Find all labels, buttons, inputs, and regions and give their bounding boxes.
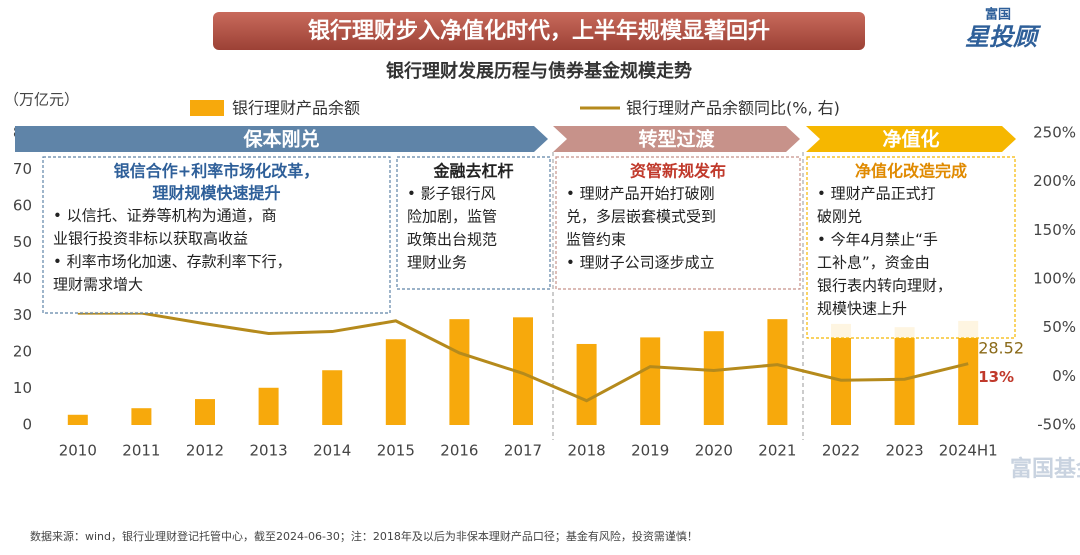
annotation-text: 破刚兑: [817, 208, 862, 226]
phase-label: 转型过渡: [638, 128, 715, 151]
data-label: 13%: [978, 368, 1014, 386]
bar: [195, 399, 215, 425]
y-tick-label: 0: [22, 416, 32, 434]
annotation-title: 金融去杠杆: [432, 162, 513, 181]
y2-tick-label: 150%: [1033, 221, 1076, 239]
bar: [67, 414, 88, 425]
x-tick-label: 2010: [59, 442, 97, 460]
annotation-text: 业银行投资非标以获取高收益: [53, 230, 248, 248]
y-tick-label: 20: [13, 343, 32, 361]
phase-arrow: [553, 126, 800, 152]
phase-label: 净值化: [882, 128, 939, 151]
x-tick-label: 2014: [313, 442, 351, 460]
logo-main: 星投顾: [965, 23, 1042, 51]
bar: [703, 331, 724, 425]
bar: [131, 408, 152, 425]
phase-label: 保本刚兑: [242, 128, 319, 151]
annotation-title: 净值化改造完成: [855, 162, 967, 181]
annotation-text: 理财业务: [407, 254, 467, 272]
y-tick-label: 40: [13, 270, 32, 288]
annotation-box: [42, 156, 391, 314]
annotation-title: 理财规模快速提升: [152, 184, 280, 203]
y-tick-label: 50: [13, 233, 32, 251]
y2-tick-label: 100%: [1033, 270, 1076, 288]
title-banner: [213, 12, 865, 50]
annotation-text: • 理财子公司逐步成立: [566, 254, 715, 272]
legend-swatch: [190, 100, 224, 116]
chart-title: 银行理财发展历程与债券基金规模走势: [386, 60, 692, 82]
y2-tick-label: 50%: [1043, 318, 1076, 336]
bar: [894, 327, 915, 425]
bar: [513, 317, 533, 425]
x-tick-label: 2018: [568, 442, 606, 460]
x-tick-label: 2019: [631, 442, 669, 460]
y-tick-label: 70: [13, 160, 32, 178]
x-tick-label: 2013: [250, 442, 288, 460]
x-tick-label: 2024H1: [939, 442, 998, 460]
x-tick-label: 2015: [377, 442, 415, 460]
x-tick-label: 2021: [758, 442, 796, 460]
bar: [576, 343, 597, 425]
annotation-text: • 理财产品开始打破刚: [566, 185, 715, 203]
footer-source: 数据来源：wind，银行业理财登记托管中心，截至2024-06-30；注：201…: [30, 529, 698, 543]
data-label: 28.52: [978, 339, 1024, 358]
annotation-text: 规模快速上升: [817, 300, 907, 318]
annotation-text: 银行表内转向理财，: [817, 277, 952, 295]
annotation-box: [555, 156, 801, 290]
x-tick-label: 2023: [886, 442, 924, 460]
annotation-title: 银信合作+利率市场化改革，: [114, 162, 319, 181]
annotation-text: • 以信托、证券等机构为通道，商: [53, 207, 277, 225]
y2-tick-label: 0%: [1052, 367, 1076, 385]
bar: [449, 319, 470, 425]
bar: [640, 337, 661, 425]
x-tick-label: 2020: [695, 442, 733, 460]
phase-arrow: [806, 126, 1016, 152]
logo-top: 富国: [985, 7, 1011, 23]
annotation-text: • 影子银行风: [407, 185, 496, 203]
bar: [958, 320, 979, 425]
bar: [385, 339, 406, 425]
x-tick-label: 2022: [822, 442, 860, 460]
annotation-text: • 理财产品正式打: [817, 185, 936, 203]
line: [77, 311, 969, 403]
y-tick-label: 10: [13, 379, 32, 397]
y-tick-label: 60: [13, 197, 32, 215]
annotation-text: 理财需求增大: [53, 276, 143, 294]
y2-tick-label: 250%: [1033, 124, 1076, 142]
annotation-text: 政策出台规范: [407, 231, 497, 249]
x-tick-label: 2016: [440, 442, 478, 460]
annotation-text: • 利率市场化加速、存款利率下行，: [53, 253, 292, 271]
y-tick-label: 30: [13, 306, 32, 324]
bar: [767, 319, 788, 425]
annotation-text: 工补息”，资金由: [817, 254, 930, 272]
x-tick-label: 2017: [504, 442, 542, 460]
bar: [258, 387, 279, 425]
y2-tick-label: 200%: [1033, 172, 1076, 190]
phase-arrow: [15, 126, 548, 152]
legend-label: 银行理财产品余额同比(%, 右): [626, 99, 840, 118]
legend-label: 银行理财产品余额: [232, 99, 360, 118]
bar: [831, 323, 851, 425]
annotation-text: 险加剧，监管: [407, 208, 497, 226]
annotation-title: 资管新规发布: [630, 162, 726, 181]
y-axis-label: （万亿元）: [4, 91, 79, 109]
x-tick-label: 2011: [122, 442, 160, 460]
x-tick-label: 2012: [186, 442, 224, 460]
page-title: 银行理财步入净值化时代，上半年规模显著回升: [308, 18, 770, 44]
annotation-text: 监管约束: [566, 231, 626, 249]
annotation-box: [396, 156, 551, 290]
annotation-text: • 今年4月禁止“手: [817, 231, 938, 249]
annotation-box: [806, 156, 1016, 339]
bar: [322, 370, 343, 425]
y2-tick-label: -50%: [1037, 416, 1076, 434]
watermark: 富国基金: [1010, 456, 1080, 482]
annotation-text: 兑，多层嵌套模式受到: [566, 208, 716, 226]
